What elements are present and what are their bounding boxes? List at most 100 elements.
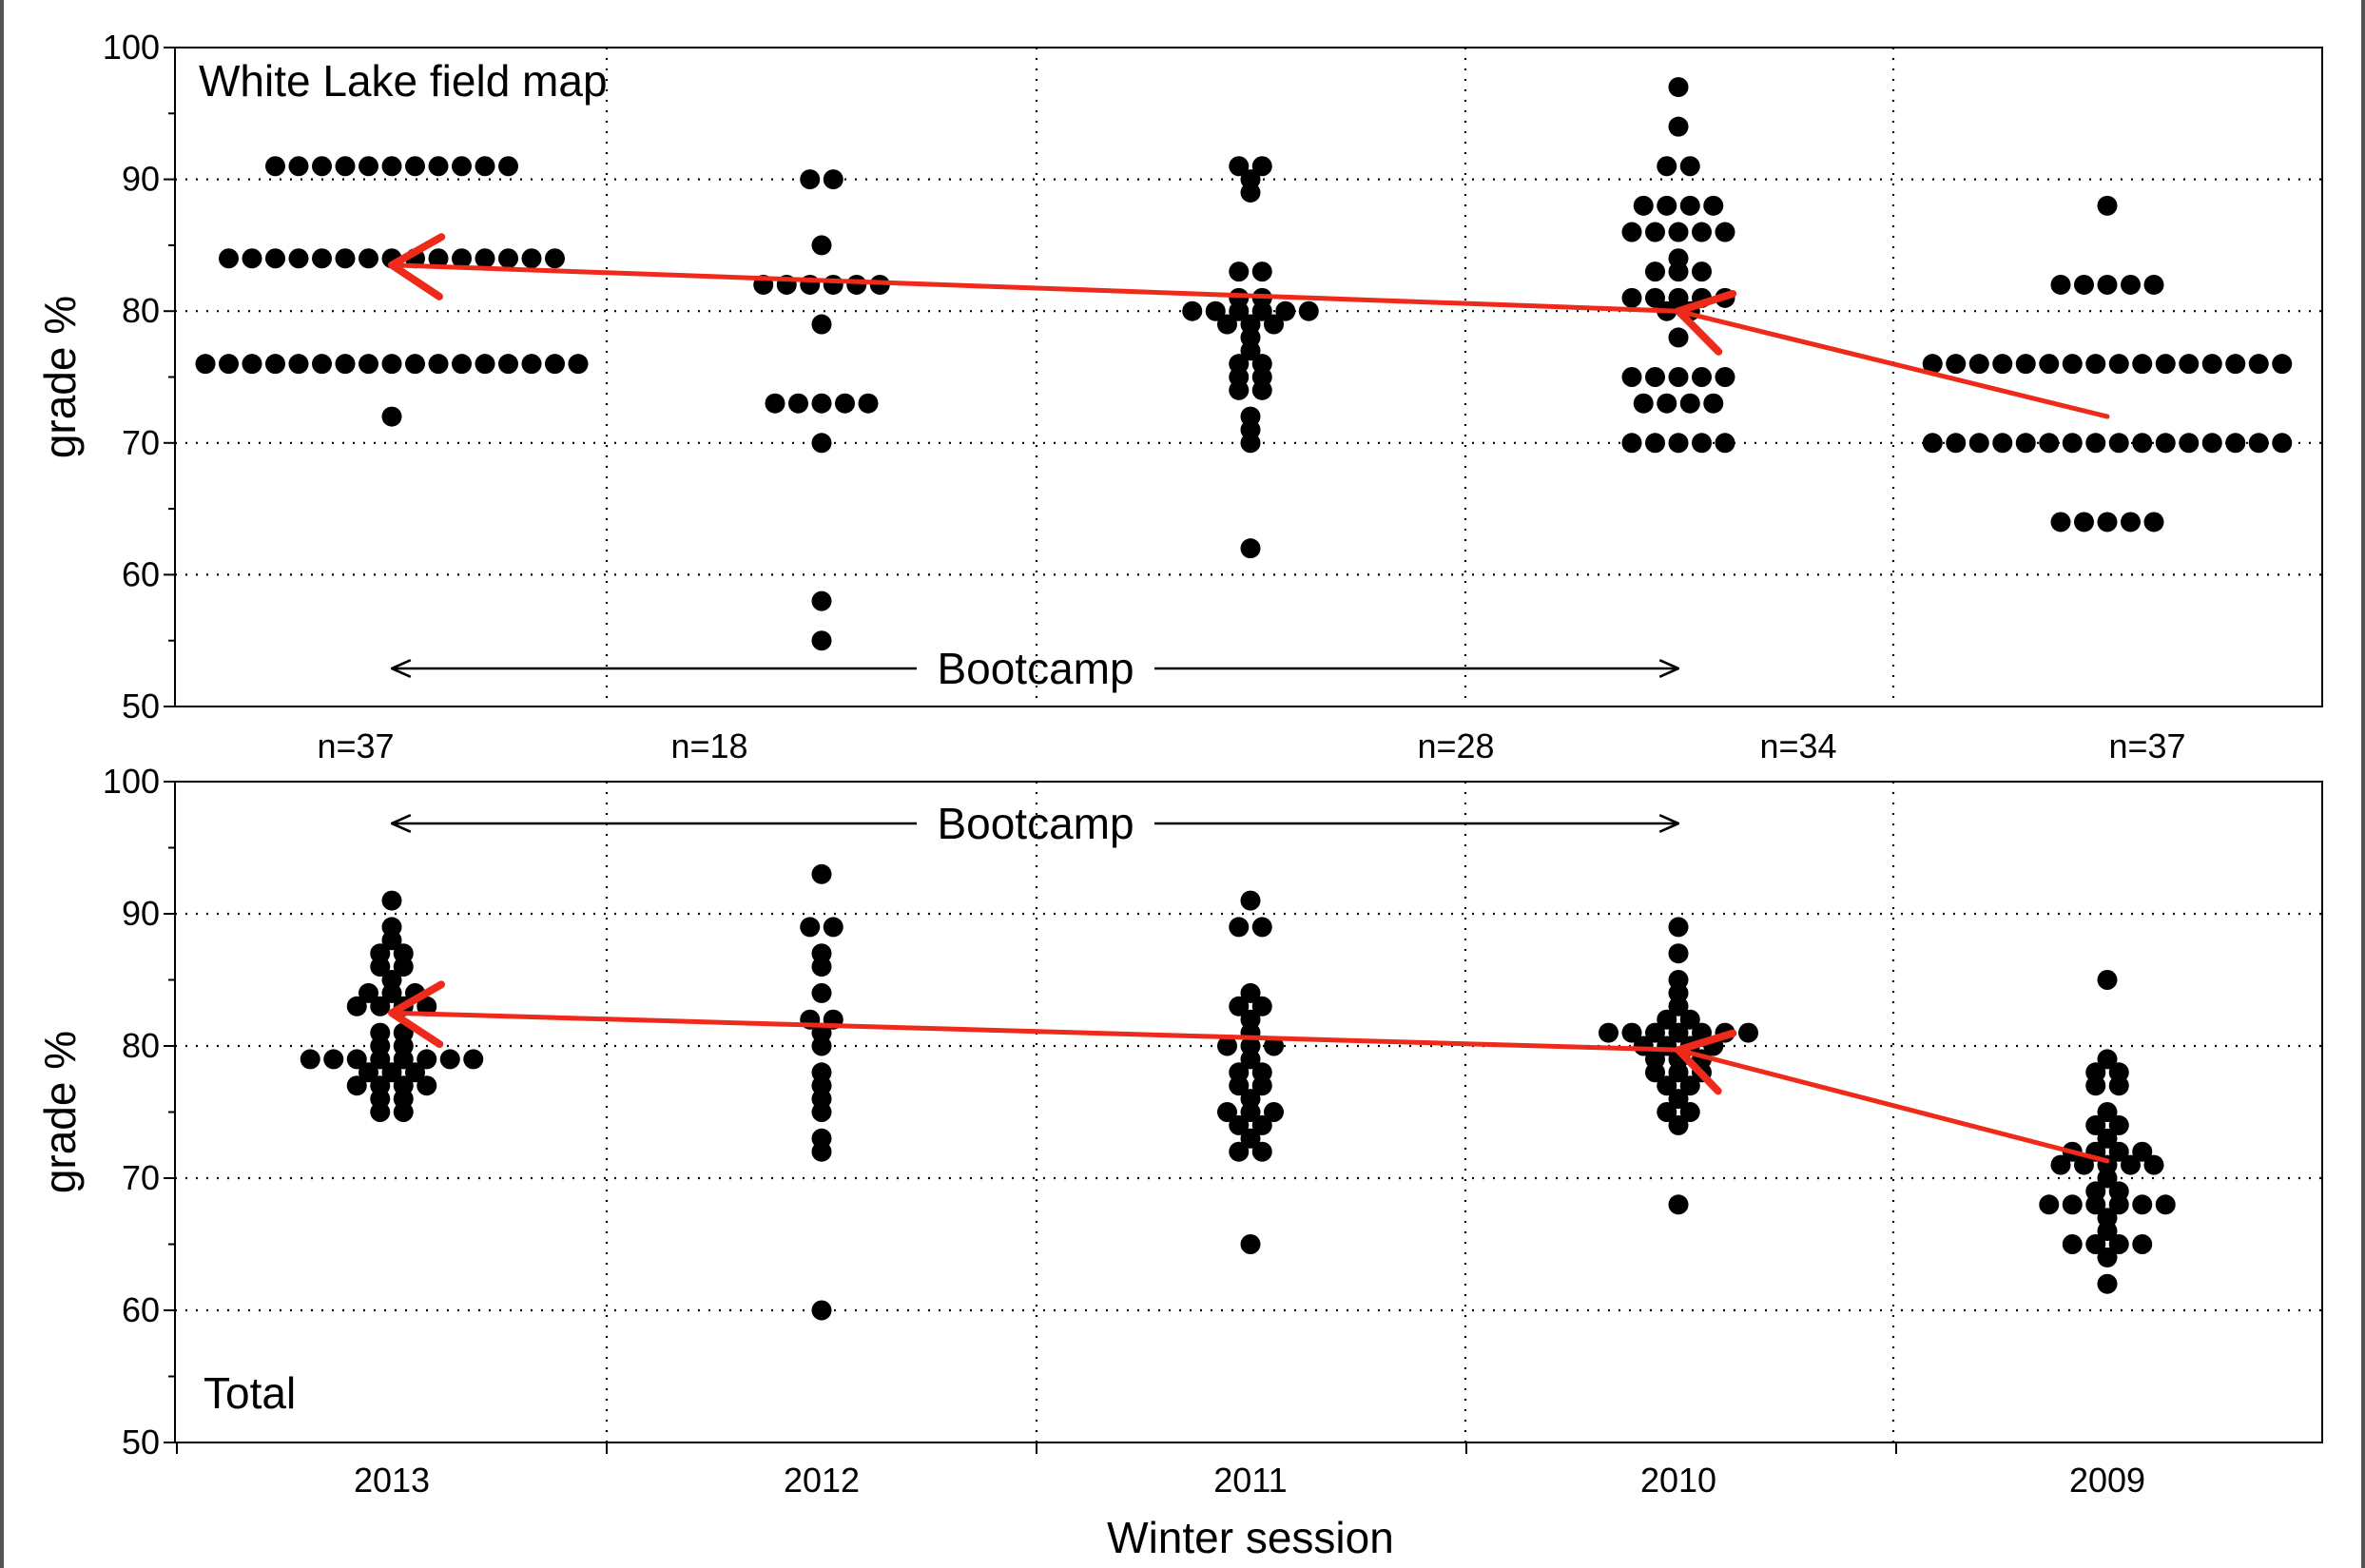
bootcamp-label: Bootcamp — [937, 644, 1134, 693]
data-point — [2201, 354, 2222, 375]
data-point — [811, 943, 832, 964]
data-point — [452, 354, 472, 375]
data-point — [1240, 982, 1261, 1003]
data-point — [265, 354, 285, 375]
data-point — [1621, 433, 1642, 454]
data-point — [2108, 1062, 2129, 1083]
data-point — [1182, 300, 1203, 321]
data-point — [1645, 1049, 1665, 1070]
data-point — [835, 393, 855, 414]
data-point — [1633, 195, 1654, 216]
data-point — [1668, 367, 1689, 387]
trend-line — [1676, 1047, 2110, 1164]
data-point — [1217, 1036, 1237, 1056]
data-point — [1264, 1102, 1284, 1122]
data-point — [452, 248, 472, 269]
trend-arrowhead — [388, 233, 446, 300]
y-axis-title: grade % — [35, 296, 85, 458]
data-point — [1679, 393, 1700, 414]
data-point — [370, 1022, 391, 1043]
data-point — [381, 354, 402, 375]
data-point — [823, 274, 843, 295]
x-axis-title: Winter session — [1107, 1513, 1394, 1562]
data-point — [1240, 314, 1261, 335]
data-point — [1679, 1009, 1700, 1030]
data-point — [811, 393, 832, 414]
data-point — [1229, 261, 1250, 282]
data-point — [428, 354, 449, 375]
data-point — [323, 1049, 344, 1070]
data-point — [1645, 433, 1665, 454]
data-point — [811, 235, 832, 256]
data-point — [1240, 538, 1261, 559]
data-point — [2121, 1154, 2141, 1175]
x-tick-label: 2009 — [2069, 1461, 2145, 1500]
data-point — [463, 1049, 484, 1070]
data-point — [1992, 433, 2013, 454]
data-point — [1968, 354, 1989, 375]
data-point — [498, 354, 518, 375]
data-point — [765, 393, 785, 414]
data-point — [1738, 1022, 1758, 1043]
data-point — [2085, 1114, 2106, 1135]
trend-arrowhead — [388, 980, 446, 1049]
data-point — [2108, 1141, 2129, 1162]
data-point — [1668, 433, 1689, 454]
data-point — [1621, 222, 1642, 242]
data-point — [475, 248, 495, 269]
y-tick-label: 90 — [122, 894, 160, 933]
shared-axis-layer: n=37 n=18 n=28 n=34 n=37 2013 2012 2011 2010 2009… — [175, 726, 2322, 1562]
data-point — [2050, 274, 2071, 295]
data-point — [568, 354, 589, 375]
y-tick-label: 100 — [103, 762, 160, 801]
data-point — [346, 996, 367, 1016]
data-point — [1668, 943, 1689, 964]
data-point — [811, 1300, 832, 1321]
data-point — [1715, 367, 1735, 387]
data-point — [1692, 433, 1712, 454]
data-point — [417, 1075, 437, 1096]
data-point — [545, 248, 565, 269]
data-point — [1922, 354, 1943, 375]
data-point — [2097, 1049, 2118, 1070]
data-point — [2132, 1234, 2153, 1254]
data-point — [1251, 1141, 1272, 1162]
trend-line — [389, 262, 1681, 314]
data-point — [1668, 917, 1689, 938]
data-point — [242, 248, 262, 269]
data-point — [1229, 1141, 1250, 1162]
data-point — [2062, 354, 2083, 375]
data-point — [370, 1075, 391, 1096]
data-point — [2062, 1234, 2083, 1254]
data-point — [381, 890, 402, 911]
data-point — [312, 354, 332, 375]
data-point — [265, 248, 285, 269]
data-point — [1599, 1022, 1619, 1043]
panel-total: 50 60 70 80 90 100 grade % Total Bootcamp — [35, 762, 2323, 1462]
data-point — [2039, 433, 2060, 454]
data-point — [1668, 1022, 1689, 1043]
data-point — [1992, 354, 2013, 375]
data-point — [359, 1062, 378, 1083]
data-point — [2132, 354, 2153, 375]
data-point — [811, 982, 832, 1003]
data-point — [1668, 1114, 1689, 1135]
data-point — [2155, 354, 2176, 375]
y-tick-label: 70 — [122, 423, 160, 462]
data-point — [1251, 156, 1272, 177]
data-point — [405, 354, 425, 375]
y-tick-label: 80 — [122, 1026, 160, 1065]
data-point — [2132, 433, 2153, 454]
data-point — [521, 354, 542, 375]
data-point — [1229, 1062, 1250, 1083]
data-point — [1668, 1194, 1689, 1215]
data-point — [1229, 354, 1250, 375]
y-tick-label: 50 — [122, 1423, 160, 1462]
data-point — [1668, 970, 1689, 990]
data-point — [1240, 1009, 1261, 1030]
data-point — [335, 354, 356, 375]
data-point — [1264, 1036, 1284, 1056]
data-point — [2108, 354, 2129, 375]
y-tick-label: 80 — [122, 291, 160, 330]
data-point — [1217, 1102, 1237, 1122]
